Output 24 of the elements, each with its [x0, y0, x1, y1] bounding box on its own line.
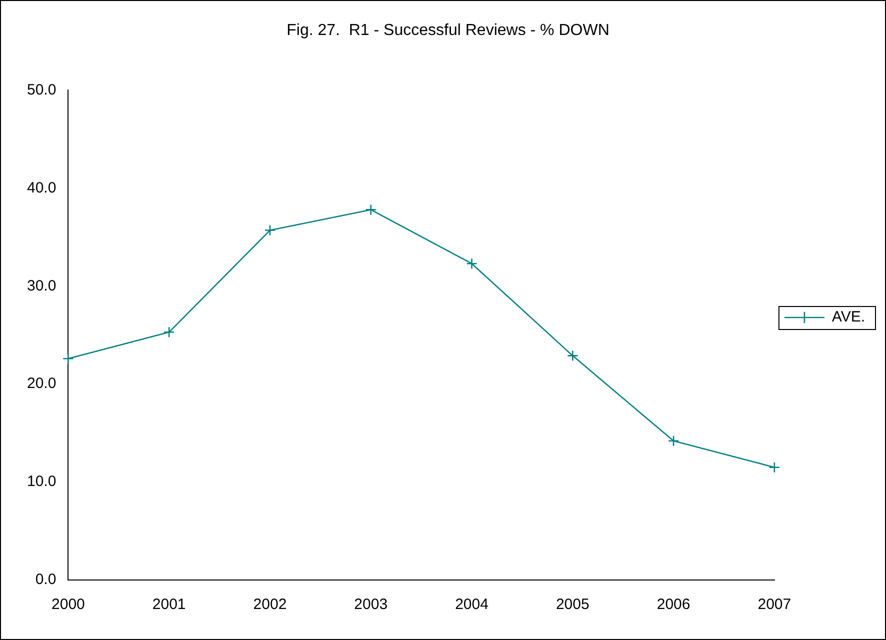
y-tick-label: 40.0 — [26, 179, 56, 196]
chart-title: Fig. 27. R1 - Successful Reviews - % DOWN — [286, 22, 610, 40]
point — [365, 204, 377, 216]
y-tick-label: 0.0 — [35, 571, 56, 588]
x-tick-label: 2005 — [556, 596, 590, 614]
x-tick-label: 2006 — [656, 596, 690, 614]
point — [668, 435, 680, 447]
x-tick-label: 2001 — [152, 596, 186, 614]
point — [264, 224, 276, 236]
x-tick-label: 2003 — [354, 596, 388, 614]
x-tick-label: 2000 — [52, 596, 85, 614]
x-tick-label: 2004 — [455, 596, 488, 614]
point — [466, 258, 478, 270]
point — [163, 326, 175, 338]
y-tick-label: 10.0 — [26, 473, 56, 490]
point — [62, 352, 74, 364]
y-tick-label: 20.0 — [26, 375, 56, 392]
y-tick-label: 30.0 — [26, 277, 56, 294]
x-tick-label: 2007 — [758, 596, 792, 614]
y-tick-label: 50.0 — [26, 81, 56, 98]
point — [567, 350, 578, 362]
legend-label: AVE. — [832, 308, 866, 326]
x-tick-label: 2002 — [253, 596, 287, 614]
point — [768, 462, 780, 473]
